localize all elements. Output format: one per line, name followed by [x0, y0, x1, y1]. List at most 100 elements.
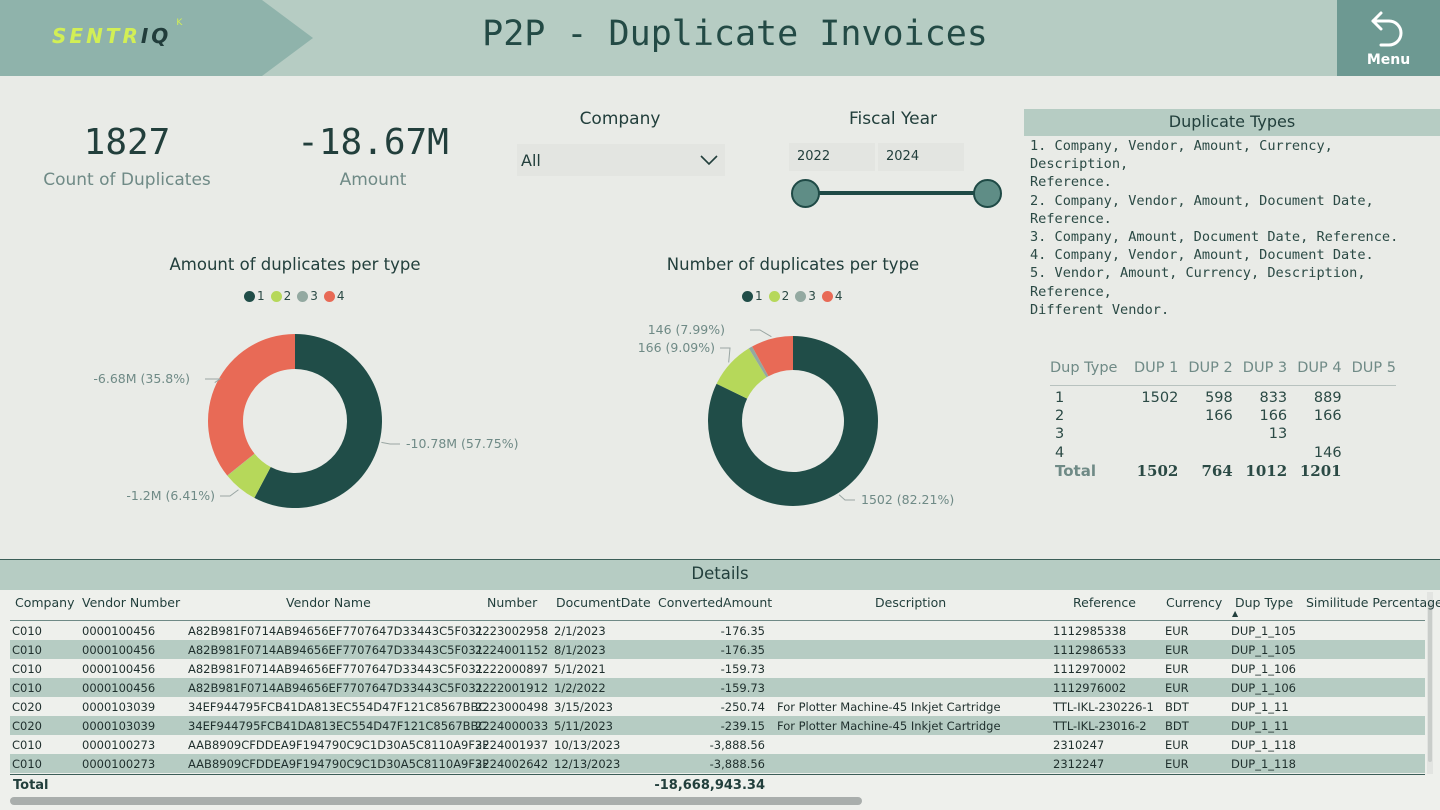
fiscal-year-to-input[interactable]: 2024 [878, 143, 964, 171]
donut-slice-type-4[interactable] [208, 334, 295, 476]
table-cell: 0000100456 [82, 681, 156, 695]
matrix-total-cell: 764 [1201, 461, 1233, 480]
total-amount: -18,668,943.34 [654, 778, 765, 793]
matrix-cell [1124, 407, 1178, 425]
table-cell: AAB8909CFDDEA9F194790C9C1D30A5C8110A9F3F [188, 757, 489, 771]
matrix-total-row: Total 1502 764 1012 1201 [1050, 462, 1396, 480]
matrix-cell: 598 [1205, 390, 1233, 406]
duplicate-type-item: 4. Company, Vendor, Amount, Document Dat… [1030, 247, 1374, 264]
matrix-cell: 1 [1055, 390, 1065, 406]
table-cell: -239.15 [720, 719, 765, 733]
column-header[interactable]: Vendor Name [286, 595, 371, 610]
table-cell: TTL-IKL-230226-1 [1053, 700, 1154, 714]
matrix-column-header[interactable]: DUP 5 [1351, 360, 1396, 376]
legend-item[interactable]: 2 [768, 289, 789, 303]
legend-item[interactable]: 1 [244, 289, 265, 303]
table-row[interactable]: C010 0000100456 A82B981F0714AB94656EF77076… [10, 678, 1425, 697]
legend-item[interactable]: 3 [795, 289, 816, 303]
data-label: -10.78M (57.75%) [406, 436, 518, 451]
legend-label: 4 [336, 289, 345, 303]
fiscal-year-slider-start-handle[interactable] [791, 179, 820, 208]
kpi-amount-value: -18.67M [297, 122, 449, 163]
donut-slice-type-1[interactable] [708, 336, 878, 506]
donut-slice-type-3[interactable] [227, 453, 255, 476]
table-cell: 2222001912 [475, 681, 549, 695]
donut-slice-type-1[interactable] [254, 334, 382, 508]
table-row[interactable]: C010 0000100273 AAB8909CFDDEA9F194790C9C1D… [10, 754, 1425, 773]
matrix-column-header[interactable]: DUP 4 [1297, 360, 1342, 376]
menu-label: Menu [1366, 52, 1411, 68]
table-row[interactable]: C020 0000103039 34EF944795FCB41DA813EC554D… [10, 716, 1425, 735]
column-header[interactable]: Reference [1073, 595, 1136, 610]
company-dropdown[interactable]: All [517, 144, 725, 176]
matrix-total-cell: Total [1055, 461, 1096, 480]
matrix-header-row: Dup Type DUP 1 DUP 2 DUP 3 DUP 4 DUP 5 [1050, 358, 1396, 386]
matrix-column-header[interactable]: DUP 1 [1133, 360, 1179, 376]
donut-slice-type-2[interactable] [227, 453, 271, 498]
table-cell: -176.35 [720, 624, 765, 638]
table-cell: EUR [1165, 738, 1189, 752]
data-label-leader-line [750, 329, 772, 338]
fiscal-year-from-input[interactable]: 2022 [789, 143, 875, 171]
donut-slice-type-2[interactable] [716, 348, 767, 399]
chevron-down-icon [700, 155, 718, 166]
matrix-cell [1124, 425, 1178, 443]
table-total-row: Total -18,668,943.34 [10, 774, 1425, 796]
column-header[interactable]: Similitude Percentage [1306, 595, 1440, 610]
legend-item[interactable]: 2 [270, 289, 291, 303]
legend-item[interactable]: 1 [742, 289, 763, 303]
matrix-column-header[interactable]: DUP 3 [1242, 360, 1288, 376]
menu-button[interactable]: Menu [1337, 0, 1440, 76]
table-cell: C020 [12, 719, 42, 733]
legend-item[interactable]: 4 [323, 289, 345, 303]
legend-item[interactable]: 4 [821, 289, 843, 303]
amount-chart-title: Amount of duplicates per type [169, 255, 421, 274]
data-label: 146 (7.99%) [648, 322, 725, 337]
legend-item[interactable]: 3 [297, 289, 318, 303]
horizontal-scrollbar[interactable] [10, 797, 862, 805]
table-cell: BDT [1165, 719, 1189, 733]
table-row[interactable]: C010 0000100456 A82B981F0714AB94656EF77076… [10, 640, 1425, 659]
vertical-scrollbar[interactable] [1428, 602, 1432, 762]
table-cell: 3/15/2023 [554, 700, 613, 714]
column-header[interactable]: ConvertedAmount [658, 595, 773, 610]
column-header[interactable]: Company [15, 595, 75, 610]
matrix-cell [1342, 407, 1396, 425]
table-cell: A82B981F0714AB94656EF7707647D33443C5F031 [188, 681, 484, 695]
data-label-leader-line [381, 441, 400, 445]
table-cell: 2223000498 [475, 700, 549, 714]
data-label: 1502 (82.21%) [861, 492, 954, 507]
fiscal-year-slider-end-handle[interactable] [973, 179, 1002, 208]
table-row[interactable]: C010 0000100456 A82B981F0714AB94656EF77076… [10, 621, 1425, 640]
table-cell: -250.74 [720, 700, 765, 714]
table-row[interactable]: C020 0000103039 34EF944795FCB41DA813EC554D… [10, 697, 1425, 716]
table-cell: A82B981F0714AB94656EF7707647D33443C5F031 [188, 662, 484, 676]
matrix-cell [1178, 425, 1232, 443]
table-cell: DUP_1_105 [1231, 624, 1296, 638]
column-header[interactable]: Number [487, 595, 538, 610]
column-header[interactable]: Dup Type [1235, 595, 1294, 610]
table-row[interactable]: C010 0000100273 AAB8909CFDDEA9F194790C9C1D… [10, 735, 1425, 754]
legend-dot [323, 290, 335, 302]
table-cell: 2224001152 [475, 643, 549, 657]
column-header[interactable]: DocumentDate [556, 595, 651, 610]
table-cell: -159.73 [720, 662, 765, 676]
matrix-column-header[interactable]: Dup Type [1050, 360, 1118, 376]
matrix-column-header[interactable]: DUP 2 [1188, 360, 1233, 376]
table-row[interactable]: C010 0000100456 A82B981F0714AB94656EF77076… [10, 659, 1425, 678]
matrix-cell [1342, 389, 1396, 407]
table-cell: -159.73 [720, 681, 765, 695]
table-cell: EUR [1165, 757, 1189, 771]
matrix-cell [1342, 425, 1396, 443]
column-header[interactable]: Description [875, 595, 947, 610]
donut-slice-type-3[interactable] [748, 346, 769, 378]
matrix-cell: 2 [1055, 408, 1065, 425]
legend-dot [297, 290, 309, 302]
table-cell: 1112970002 [1053, 662, 1127, 676]
column-header[interactable]: Currency [1166, 595, 1223, 610]
donut-slice-type-4[interactable] [752, 336, 793, 377]
duplicate-type-item: 3. Company, Amount, Document Date, Refer… [1030, 229, 1399, 246]
table-cell: DUP_1_11 [1231, 700, 1289, 714]
table-cell: For Plotter Machine-45 Inkjet Cartridge [777, 719, 1001, 733]
column-header[interactable]: Vendor Number [82, 595, 181, 610]
